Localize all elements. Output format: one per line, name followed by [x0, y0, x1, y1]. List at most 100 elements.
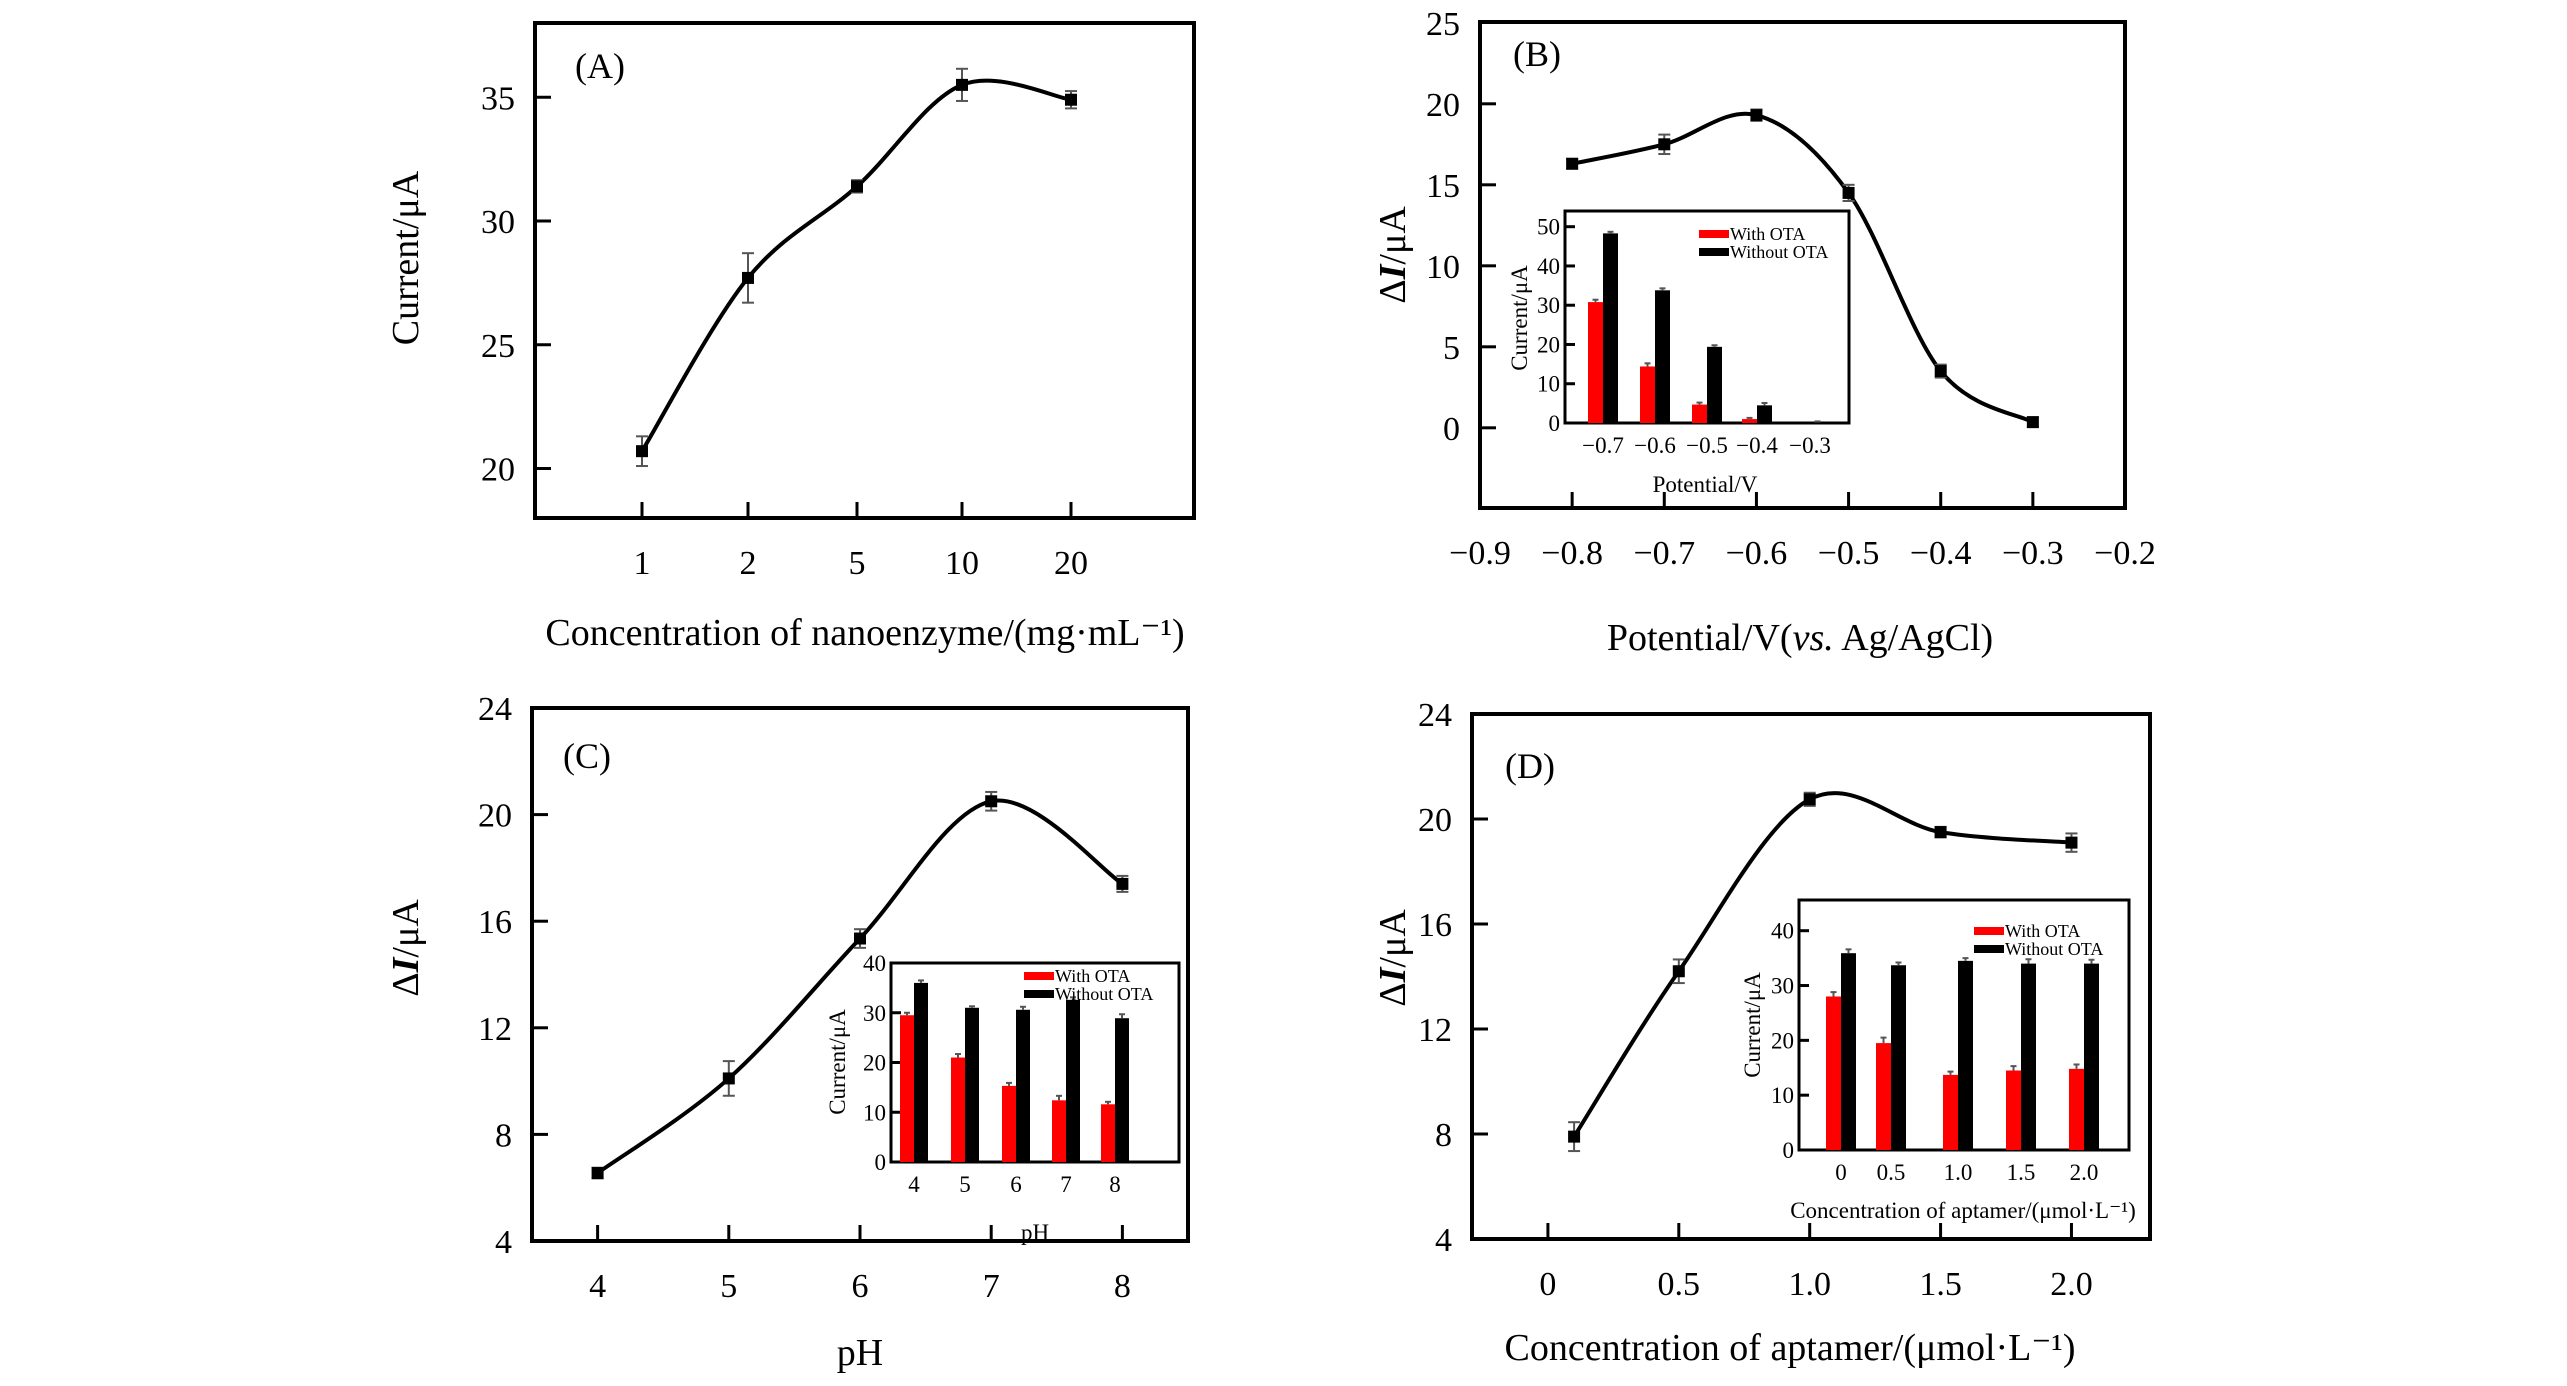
inset-y-tick-label: 40 [1537, 254, 1560, 279]
data-point-marker [1116, 877, 1129, 890]
x-tick-label: −0.5 [1818, 535, 1880, 572]
data-point-marker [1842, 186, 1855, 199]
y-tick-label: 10 [1426, 249, 1460, 286]
data-point-marker [1658, 138, 1671, 151]
y-axis-label-a: Current/μA [385, 170, 427, 345]
inset-y-tick-label: 40 [863, 951, 886, 976]
x-axis-label-b: Potential/V(vs. Ag/AgCl) [1607, 617, 1993, 659]
inset-x-tick-label: 5 [959, 1172, 971, 1197]
x-tick-label: 1.5 [1919, 1266, 1962, 1303]
x-axis-label-d: Concentration of aptamer/(μmol·L⁻¹) [1505, 1327, 2076, 1369]
x-tick-label: 6 [852, 1268, 869, 1305]
x-tick-label: 2.0 [2050, 1266, 2093, 1303]
y-axis-label-b: ΔI/μA [1372, 206, 1414, 304]
y-tick-label: 20 [1426, 87, 1460, 124]
bar-with-ota [900, 1015, 914, 1162]
x-label-ref: Ag/AgCl) [1834, 617, 1993, 659]
bar-without-ota [914, 982, 928, 1162]
bar-without-ota [1066, 999, 1080, 1162]
bar-without-ota [965, 1007, 979, 1162]
bar-without-ota [1707, 346, 1722, 423]
inset-y-tick-label: 20 [1537, 332, 1560, 357]
bar-without-ota [1841, 953, 1856, 1150]
x-tick-label: 2 [740, 545, 757, 582]
bar-without-ota [2021, 963, 2036, 1150]
y-tick-label: 20 [1418, 802, 1452, 839]
bar-with-ota [951, 1057, 965, 1162]
inset-x-tick-label: 0.5 [1877, 1160, 1906, 1185]
y-axis-label-d: ΔI/μA [1372, 909, 1414, 1007]
legend-label-with-ota: With OTA [1730, 224, 1805, 244]
y-label-delta: Δ [385, 972, 427, 996]
inset-y-label-d: Current/μA [1740, 972, 1765, 1078]
inset-y-tick-label: 30 [1771, 974, 1794, 999]
y-label-i: I [1372, 966, 1414, 983]
panel-a: (A) Current/μA Concentration of nanoenzy… [385, 21, 1196, 654]
legend-swatch-without-ota [1024, 990, 1054, 998]
bar-without-ota [1891, 965, 1906, 1150]
y-tick-label: 16 [478, 904, 512, 941]
y-label-delta: Δ [1372, 279, 1414, 303]
data-point-marker [722, 1072, 735, 1085]
bar-with-ota [1002, 1085, 1016, 1162]
legend-label-with-ota: With OTA [1055, 966, 1130, 986]
y-label-unit: /μA [1372, 206, 1414, 265]
x-tick-label: −0.4 [1910, 535, 1972, 572]
y-axis-label-c: ΔI/μA [385, 899, 427, 997]
data-point-marker [1568, 1130, 1581, 1143]
inset-x-tick-label: 7 [1060, 1172, 1072, 1197]
bar-with-ota [1742, 419, 1757, 423]
y-tick-label: 24 [1418, 697, 1452, 734]
x-label-vs: vs. [1793, 617, 1834, 659]
plot-frame [533, 21, 1196, 520]
legend-label-without-ota: Without OTA [1055, 984, 1153, 1004]
bar-without-ota [2084, 963, 2099, 1150]
inset-x-tick-label: −0.5 [1686, 433, 1728, 458]
data-curve [640, 78, 1072, 453]
legend-swatch-with-ota [1024, 972, 1054, 980]
x-tick-label: 1.0 [1788, 1266, 1831, 1303]
inset-y-tick-label: 30 [863, 1001, 886, 1026]
legend-label-without-ota: Without OTA [1730, 242, 1828, 262]
bar-with-ota [1588, 302, 1603, 423]
inset-x-tick-label: −0.7 [1582, 433, 1624, 458]
inset-x-tick-label: 4 [908, 1172, 920, 1197]
x-tick-label: 8 [1114, 1268, 1131, 1305]
bar-with-ota [2006, 1070, 2021, 1150]
y-tick-label: 12 [478, 1011, 512, 1048]
x-tick-label: −0.2 [2094, 535, 2156, 572]
y-tick-label: 16 [1418, 907, 1452, 944]
panel-label-a: (A) [575, 46, 625, 86]
x-tick-label: 5 [720, 1268, 737, 1305]
data-point-marker [2026, 416, 2039, 429]
y-label-i: I [1372, 263, 1414, 280]
data-point-marker [1803, 793, 1816, 806]
x-tick-label: −0.6 [1726, 535, 1788, 572]
bar-with-ota [1826, 996, 1841, 1150]
x-tick-label: −0.9 [1449, 535, 1511, 572]
inset-y-label-b: Current/μA [1507, 265, 1532, 371]
inset-y-tick-label: 10 [1771, 1083, 1794, 1108]
y-tick-label: 12 [1418, 1012, 1452, 1049]
data-point-marker [854, 932, 866, 945]
y-label-delta: Δ [1372, 982, 1414, 1006]
y-tick-label: 25 [1426, 6, 1460, 43]
inset-x-tick-label: −0.6 [1634, 433, 1676, 458]
inset-y-tick-label: 20 [1771, 1028, 1794, 1053]
bar-with-ota [1052, 1100, 1066, 1162]
y-tick-label: 8 [1435, 1117, 1452, 1154]
x-tick-label: 0 [1539, 1266, 1556, 1303]
x-label-main: Potential/V( [1607, 617, 1793, 659]
panel-label-b: (B) [1513, 34, 1561, 74]
inset-y-tick-label: 10 [863, 1100, 886, 1125]
y-tick-label: 4 [1435, 1222, 1452, 1259]
x-tick-label: 1 [634, 545, 651, 582]
data-point-marker [742, 271, 754, 284]
y-tick-label: 20 [481, 452, 515, 489]
inset-y-label-c: Current/μA [825, 1009, 850, 1115]
x-tick-label: 5 [849, 545, 866, 582]
inset-y-tick-label: 30 [1537, 293, 1560, 318]
x-tick-label: 20 [1054, 545, 1088, 582]
inset-x-label-d: Concentration of aptamer/(μmol·L⁻¹) [1790, 1198, 2136, 1223]
